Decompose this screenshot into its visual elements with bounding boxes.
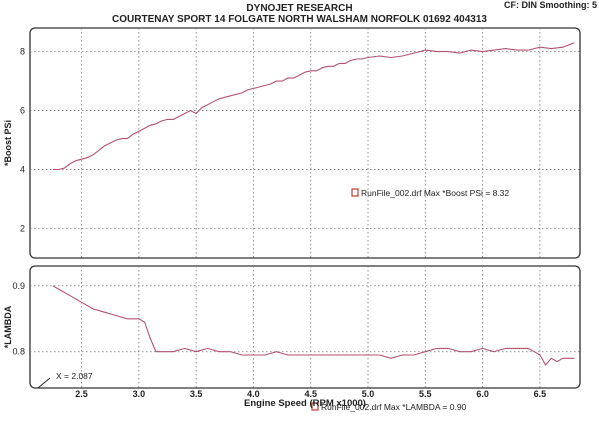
- boost-y-tick-label: 6: [20, 106, 25, 116]
- x-tick-label: 5.0: [362, 389, 375, 399]
- cursor-readout: X = 2.087: [56, 371, 93, 381]
- boost-frame: [29, 27, 581, 259]
- lambda-y-tick-label: 0.8: [12, 347, 25, 357]
- lambda-y-tick-label: 0.9: [12, 281, 25, 291]
- boost-series-line: [52, 42, 575, 171]
- chart-title: DYNOJET RESEARCH: [246, 3, 353, 14]
- x-axis-label: Engine Speed (RPM x1000): [244, 398, 366, 409]
- x-tick-label: 5.5: [419, 389, 432, 399]
- boost-legend-swatch: [351, 188, 359, 197]
- x-tick-label: 4.5: [304, 389, 317, 399]
- lambda-frame: [29, 265, 581, 389]
- lambda-chart: 0.8 0.9 *LAMBDA RunFile_002.drf Max *LAMBDA…: [3, 265, 581, 412]
- boost-y-tick-label: 4: [20, 165, 25, 175]
- lambda-legend-label: RunFile_002.drf Max *LAMBDA = 0.90: [321, 402, 467, 412]
- boost-chart: 2 4 6 8 *Boost PSi RunFile_002.drf Max *Boost…: [3, 27, 581, 259]
- boost-legend-label: RunFile_002.drf Max *Boost PSi = 8.32: [361, 188, 509, 198]
- boost-y-axis-label: *Boost PSi: [3, 120, 13, 166]
- boost-y-tick-label: 8: [20, 47, 25, 57]
- x-tick-label: 2.5: [75, 389, 88, 399]
- x-tick-label: 3.0: [133, 389, 146, 399]
- x-tick-label: 3.5: [190, 389, 203, 399]
- chart-subtitle: COURTENAY SPORT 14 FOLGATE NORTH WALSHAM…: [112, 14, 487, 25]
- lambda-legend-swatch: [311, 402, 319, 411]
- lambda-y-axis-label: *LAMBDA: [3, 305, 13, 348]
- correction-smoothing-readout: CF: DIN Smoothing: 5: [504, 0, 597, 10]
- boost-y-tick-label: 2: [20, 224, 25, 234]
- x-tick-label: 6.0: [476, 389, 489, 399]
- lambda-series-line: [52, 285, 575, 366]
- x-tick-label: 4.0: [247, 389, 260, 399]
- cursor-marker: [37, 377, 51, 389]
- x-tick-label: 6.5: [534, 389, 547, 399]
